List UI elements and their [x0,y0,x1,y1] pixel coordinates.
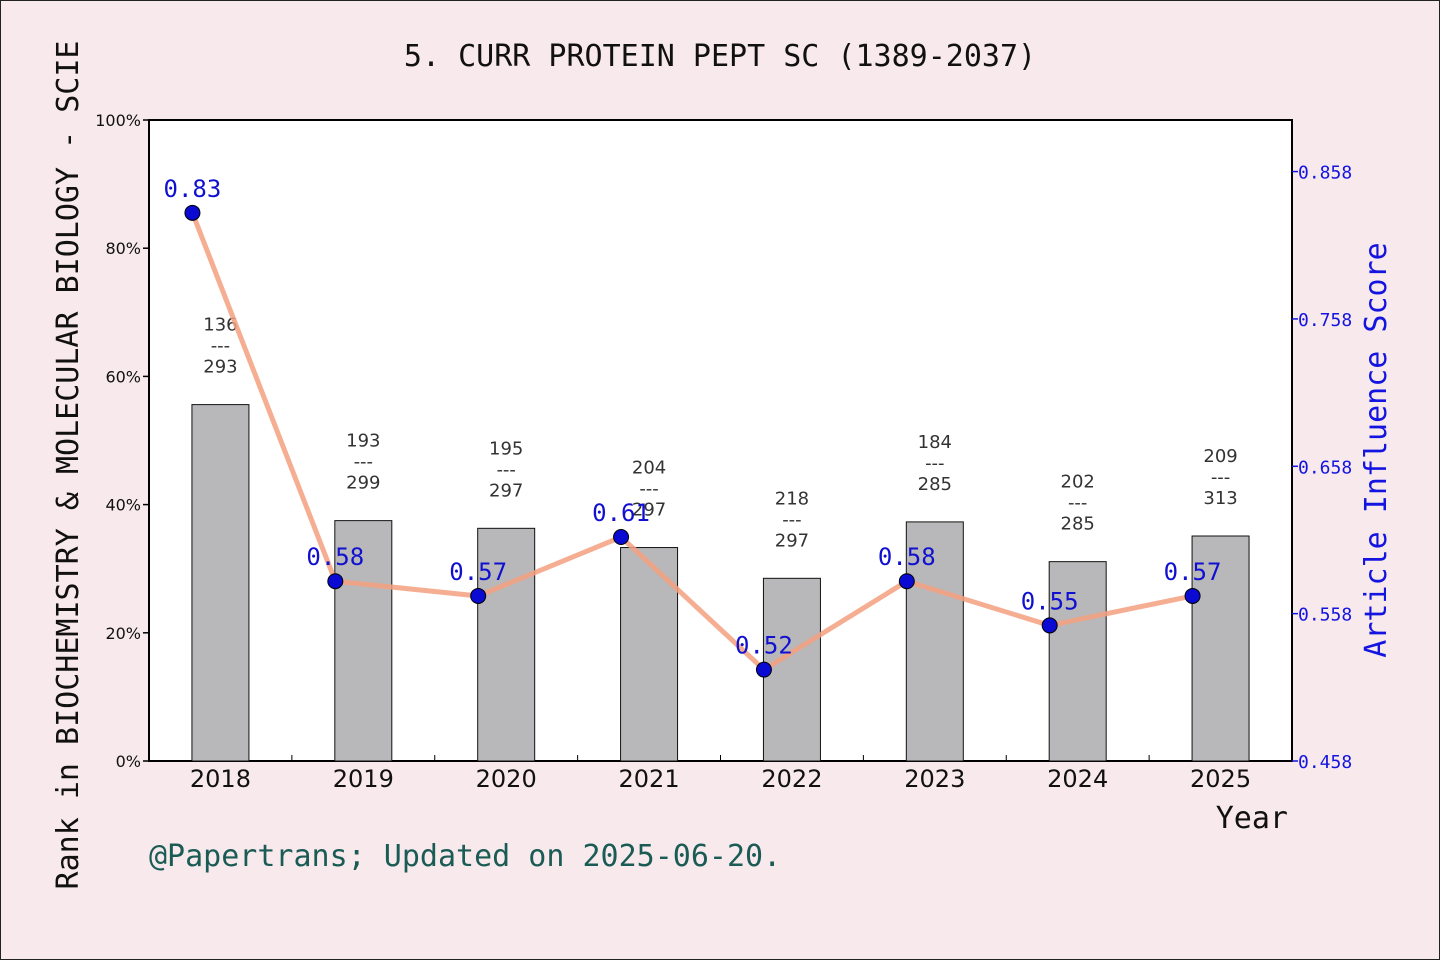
y-left-tick-label: 20% [105,624,141,643]
y-left-tick-label: 40% [105,496,141,515]
y-left-tick-label: 60% [105,367,141,386]
ais-data-label: 0.57 [1164,558,1222,586]
bar-rank-separator: --- [1211,467,1231,488]
bar-total-label: 285 [918,474,952,495]
y-left-tick-label: 80% [105,239,141,258]
x-tick-label: 2024 [1047,765,1108,793]
bar-rank-separator: --- [354,452,374,473]
bar-rank-label: 184 [918,432,952,453]
bar-rank-separator: --- [1068,493,1088,514]
bar [762,577,821,762]
x-tick-label: 2021 [619,765,680,793]
bar [1048,561,1107,762]
ais-point [755,661,772,678]
x-tick-label: 2022 [761,765,822,793]
y-axis-left-label: Rank in BIOCHEMISTRY & MOLECULAR BIOLOGY… [51,41,86,890]
bar-rank-label: 209 [1203,446,1237,467]
ais-point [470,587,487,604]
ais-point [898,573,915,590]
y-right-tick-label: 0.558 [1298,605,1352,626]
bar-rank-label: 202 [1061,472,1095,493]
y-right-tick-label: 0.658 [1298,457,1352,478]
bar-total-label: 297 [632,500,666,521]
line-series-group: 0.83 0.58 0.57 0.61 0.52 0.58 0.55 0.57 [164,175,1222,678]
bar-rank-separator: --- [496,459,516,480]
y-left-tick-label: 100% [95,111,141,130]
bar [191,404,250,762]
bar-rank-label: 204 [632,458,666,479]
bar-rank-separator: --- [925,453,945,474]
bar-total-label: 313 [1203,488,1237,509]
bar-total-label: 285 [1061,514,1095,535]
footer-credit: @Papertrans; Updated on 2025-06-20. [149,839,781,874]
bar [477,527,536,762]
ais-data-label: 0.52 [735,632,793,660]
bar [905,521,964,762]
ais-line [190,211,1194,673]
x-tick-label: 2025 [1190,765,1251,793]
ais-data-label: 0.57 [449,558,507,586]
y-right-tick-label: 0.458 [1298,752,1352,773]
ais-data-label: 0.61 [592,499,650,527]
ais-point [184,204,201,221]
x-tick-label: 2019 [333,765,394,793]
x-tick-label: 2018 [190,765,251,793]
bars-group: 136---293193---299195---297204---297218-… [191,315,1250,762]
x-tick-label: 2020 [476,765,537,793]
bar-total-label: 299 [346,473,380,494]
chart-title: 5. CURR PROTEIN PEPT SC (1389-2037) [404,39,1036,74]
bar [1191,535,1250,762]
bar-total-label: 297 [489,480,523,501]
ais-point [1184,587,1201,604]
bar-total-label: 293 [203,357,237,378]
ais-point [327,573,344,590]
y-axis-right-label: Article Influence Score [1359,242,1394,657]
ais-point [613,529,630,546]
ais-data-label: 0.58 [878,543,936,571]
plot-area [148,119,1293,762]
y-right-tick-label: 0.758 [1298,310,1352,331]
axes-group: 0% 20% 40% 60% 80% 100% 0.458 0.558 0.658 0.758 0.… [95,111,1352,793]
y-right-tick-label: 0.858 [1298,163,1352,184]
bar-rank-separator: --- [639,479,659,500]
bar-rank-label: 136 [203,315,237,336]
bar-rank-separator: --- [782,509,802,530]
ais-data-label: 0.83 [164,175,222,203]
x-tick-label: 2023 [904,765,965,793]
bar-rank-label: 218 [775,488,809,509]
bar [334,520,393,762]
bar-rank-separator: --- [211,336,231,357]
bar-total-label: 297 [775,530,809,551]
bar-rank-label: 195 [489,438,523,459]
y-left-tick-label: 0% [116,752,141,771]
ais-data-label: 0.55 [1021,587,1079,615]
ais-point [1041,617,1058,634]
x-axis-label: Year [1216,801,1288,836]
bar-rank-label: 193 [346,431,380,452]
ais-data-label: 0.58 [306,543,364,571]
